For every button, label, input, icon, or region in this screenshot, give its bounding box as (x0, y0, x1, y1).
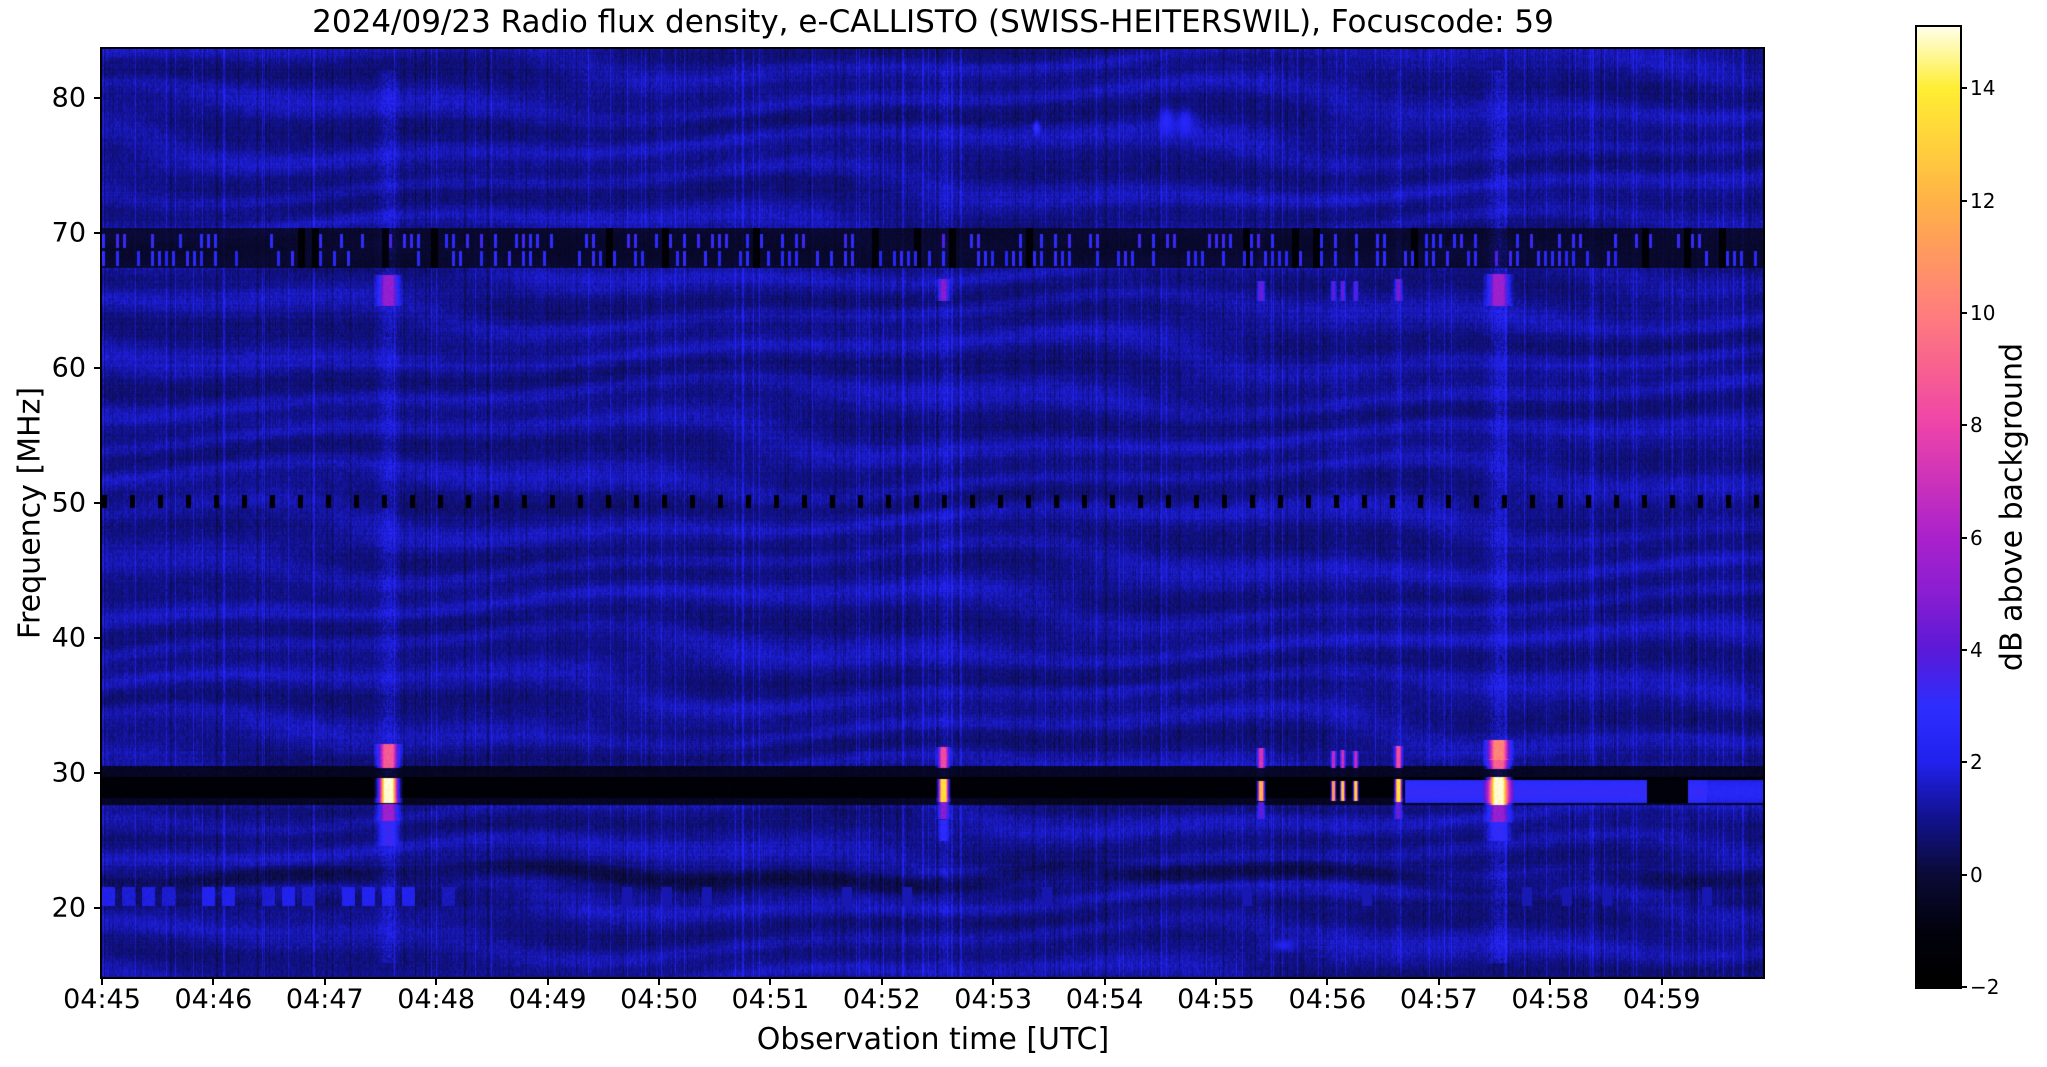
x-tick-label: 04:59 (1622, 984, 1701, 1015)
colorbar-tick-label: 8 (1970, 413, 1983, 438)
x-tick-label: 04:47 (285, 984, 364, 1015)
colorbar-tick-mark (1960, 648, 1967, 651)
x-tick-mark (323, 977, 326, 985)
x-tick-mark (1549, 977, 1552, 985)
y-tick-mark (94, 501, 102, 504)
colorbar-tick-mark (1960, 761, 1967, 764)
y-tick-mark (94, 366, 102, 369)
x-tick-mark (1215, 977, 1218, 985)
colorbar-tick-label: 4 (1970, 637, 1983, 662)
colorbar-tick-label: 6 (1970, 525, 1983, 550)
x-tick-mark (546, 977, 549, 985)
x-axis-label: Observation time [UTC] (756, 1022, 1110, 1057)
x-tick-label: 04:48 (397, 984, 476, 1015)
colorbar-tick-label: 2 (1970, 750, 1983, 775)
x-tick-label: 04:46 (174, 984, 253, 1015)
x-tick-mark (1103, 977, 1106, 985)
y-tick-mark (94, 96, 102, 99)
x-tick-label: 04:54 (1065, 984, 1144, 1015)
x-tick-label: 04:49 (508, 984, 587, 1015)
x-tick-label: 04:50 (620, 984, 698, 1015)
x-tick-label: 04:57 (1399, 984, 1478, 1015)
colorbar-tick-mark (1960, 311, 1967, 314)
colorbar-tick-label: 14 (1970, 76, 1996, 101)
x-tick-label: 04:45 (63, 984, 141, 1015)
colorbar-tick-mark (1960, 873, 1967, 876)
x-tick-mark (1437, 977, 1440, 985)
x-tick-label: 04:55 (1177, 984, 1255, 1015)
x-tick-mark (1326, 977, 1329, 985)
x-tick-mark (992, 977, 995, 985)
colorbar (1915, 25, 1962, 989)
colorbar-tick-label: 0 (1970, 862, 1983, 887)
plot-area (100, 47, 1765, 979)
y-tick-label: 50 (51, 487, 86, 519)
colorbar-tick-mark (1960, 986, 1967, 988)
y-tick-mark (94, 636, 102, 639)
y-tick-mark (94, 231, 102, 234)
colorbar-tick-label: 10 (1970, 300, 1996, 325)
y-tick-mark (94, 907, 102, 910)
colorbar-label: dB above background (1994, 342, 2030, 672)
spectrogram-canvas (102, 49, 1763, 977)
colorbar-tick-label: 12 (1970, 188, 1996, 213)
x-tick-mark (212, 977, 215, 985)
colorbar-tick-label: −2 (1970, 975, 2000, 999)
x-tick-label: 04:53 (954, 984, 1033, 1015)
colorbar-canvas (1917, 27, 1960, 987)
x-tick-mark (769, 977, 772, 985)
x-tick-mark (435, 977, 438, 985)
y-tick-label: 40 (51, 622, 86, 654)
y-tick-mark (94, 772, 102, 775)
x-tick-mark (658, 977, 660, 985)
colorbar-tick-mark (1960, 536, 1967, 539)
y-tick-label: 30 (51, 757, 86, 789)
x-tick-label: 04:56 (1288, 984, 1367, 1015)
x-tick-mark (1660, 977, 1663, 985)
y-tick-label: 80 (51, 82, 86, 114)
x-tick-label: 04:51 (731, 984, 810, 1015)
colorbar-tick-mark (1960, 199, 1967, 202)
x-tick-mark (880, 977, 883, 985)
x-tick-mark (101, 977, 103, 985)
colorbar-tick-mark (1960, 424, 1967, 427)
chart-title: 2024/09/23 Radio flux density, e-CALLIST… (312, 4, 1554, 40)
x-tick-label: 04:58 (1511, 984, 1590, 1015)
x-tick-label: 04:52 (842, 984, 921, 1015)
y-tick-label: 60 (51, 352, 86, 384)
colorbar-tick-mark (1960, 87, 1967, 90)
y-tick-label: 70 (51, 217, 86, 249)
y-tick-label: 20 (51, 892, 86, 924)
